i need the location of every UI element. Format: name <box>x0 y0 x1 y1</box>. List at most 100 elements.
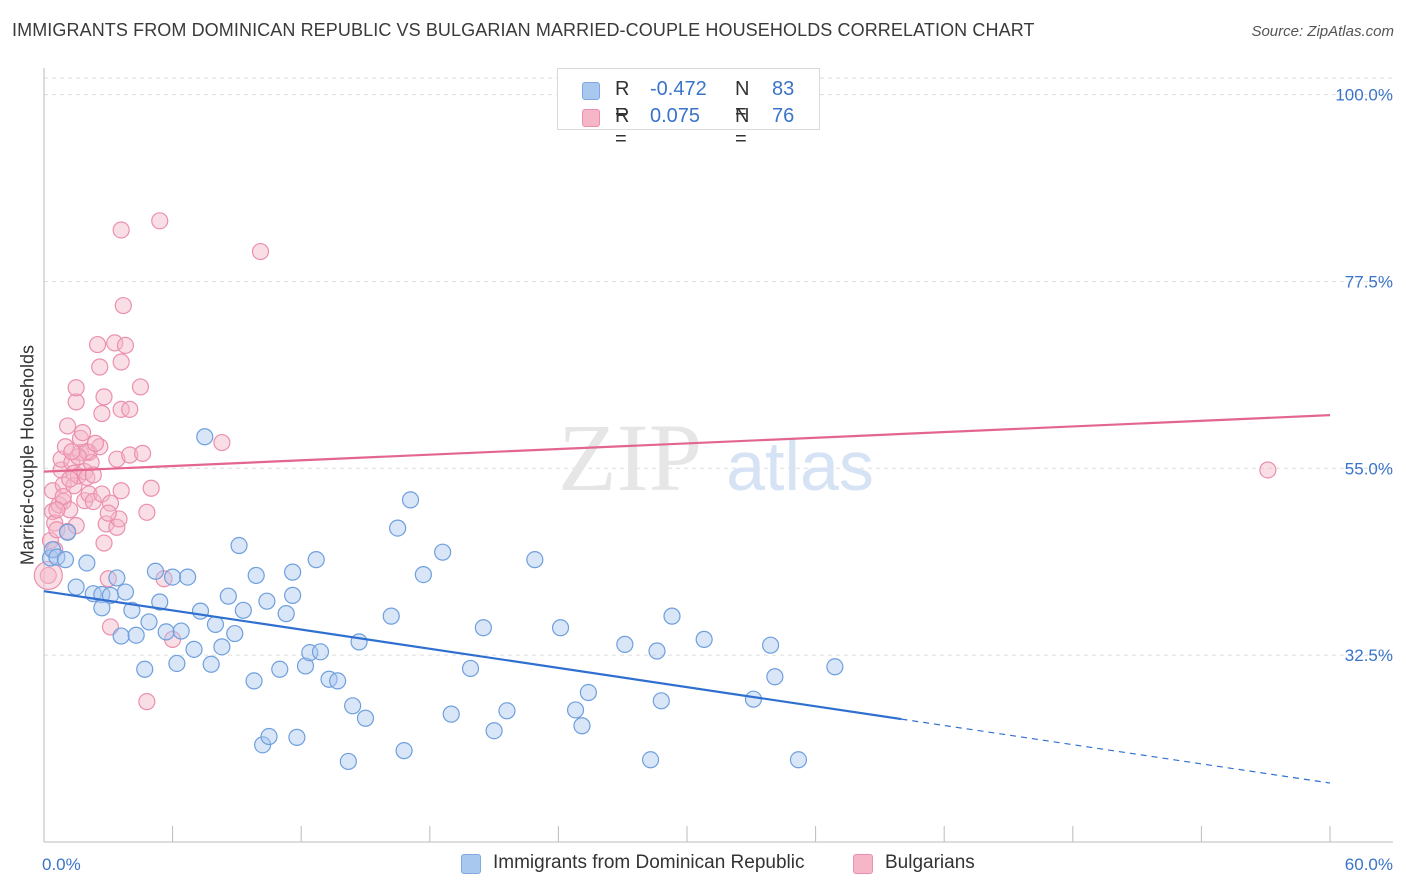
bulgarians-point <box>108 450 126 468</box>
bulgarians-point <box>48 501 66 519</box>
swatch-bulgarians <box>582 109 600 127</box>
bulgarians-point <box>63 443 81 461</box>
bulgarians-point <box>67 517 85 535</box>
dominican-point <box>761 636 780 654</box>
dominican-point <box>329 672 347 690</box>
bulgarians-point <box>138 693 156 711</box>
dominican-point <box>258 592 276 610</box>
dominican-point <box>414 565 432 584</box>
dominican-point <box>234 601 252 619</box>
dominican-point <box>339 752 357 771</box>
dominican-point <box>573 717 591 735</box>
legend-swatch-dominican <box>461 854 481 874</box>
bulgarians-point <box>95 534 113 552</box>
dominican-point <box>179 568 197 586</box>
y-tick-label: 77.5% <box>1345 272 1393 291</box>
dominican-point <box>56 551 75 569</box>
dominican-point <box>566 701 585 719</box>
x-tick-label-max: 60.0% <box>1345 855 1393 874</box>
dominican-point <box>789 751 808 769</box>
axes <box>43 68 1393 843</box>
dominican-point <box>526 551 544 569</box>
r-label: R = <box>615 78 630 123</box>
bulgarians-point <box>43 482 62 500</box>
tick-labels: 32.5% 55.0% 77.5% 100.0% 0.0% 60.0% <box>42 86 1393 874</box>
dominican-point <box>108 569 126 587</box>
dominican-point <box>146 562 165 580</box>
watermark-zip: ZIP <box>558 404 702 511</box>
bulgarians-point <box>46 514 64 532</box>
dominican-point <box>382 607 400 625</box>
bulgarians-point <box>97 515 115 533</box>
bulgarians-point <box>138 503 156 521</box>
dominican-point <box>271 660 289 678</box>
dominican-point <box>616 635 634 653</box>
dominican-point <box>172 622 190 640</box>
dominican-point <box>442 705 460 723</box>
dominican-point <box>307 551 325 569</box>
dominican-point <box>434 543 452 561</box>
dominican-point <box>78 554 96 572</box>
bulgarians-point <box>67 393 85 411</box>
n-label: N = <box>735 105 750 150</box>
bulgarians-point <box>251 242 270 261</box>
bulgarians-point <box>86 434 105 452</box>
swatch-dominican <box>582 82 600 100</box>
bulgarians-point-large <box>33 560 63 591</box>
bulgarians-point <box>1259 461 1277 479</box>
bulgarians-point <box>213 433 231 452</box>
dominican-point <box>164 568 182 586</box>
y-axis-label: Married-couple Households <box>17 344 38 566</box>
dominican-points <box>41 428 844 771</box>
n-value: 76 <box>772 105 795 127</box>
dominican-point <box>151 593 169 611</box>
dominican-point <box>136 660 154 678</box>
bulgarians-point <box>106 334 124 352</box>
legend-swatch-bulgarians <box>853 854 873 874</box>
dominican-trend-extension <box>901 718 1331 784</box>
bulgarians-point <box>112 482 130 500</box>
dominican-point <box>213 638 231 656</box>
dominican-point <box>140 613 158 631</box>
bulgarians-point <box>67 379 85 397</box>
dominican-point <box>219 587 237 605</box>
bulgarians-point <box>73 423 92 442</box>
r-value: 0.075 <box>650 105 701 127</box>
dominican-point <box>127 626 145 644</box>
bulgarians-point <box>116 336 135 354</box>
dominican-point <box>474 619 492 637</box>
dominican-point <box>191 602 210 620</box>
dominican-point <box>826 658 844 676</box>
trend-lines <box>43 414 1331 784</box>
bulgarians-point <box>48 521 66 539</box>
dominican-point <box>260 727 278 746</box>
dominican-point <box>648 642 666 660</box>
bulgarians-point <box>95 388 113 406</box>
bulgarians-point <box>93 485 111 503</box>
bulgarians-point <box>39 566 57 585</box>
bulgarians-trend-line <box>43 414 1331 473</box>
bulgarians-point <box>121 446 139 464</box>
series-legend: Immigrants from Dominican Republic Bulga… <box>0 851 1406 879</box>
dominican-point <box>277 605 295 623</box>
dominican-point <box>320 670 338 688</box>
stats-legend: R = -0.472 N = 83 R = 0.075 N = 76 <box>557 68 820 150</box>
grid-lines <box>44 77 1393 656</box>
dominican-point <box>202 655 220 673</box>
dominican-point <box>652 692 670 710</box>
bulgarians-point <box>142 479 160 497</box>
bulgarians-point <box>99 504 117 522</box>
n-value: 83 <box>772 78 795 100</box>
dominican-point <box>288 728 306 746</box>
bulgarians-point <box>112 221 130 239</box>
dominican-point <box>498 702 516 720</box>
y-tick-label: 100.0% <box>1335 86 1393 105</box>
dominican-point <box>663 607 681 625</box>
dominican-point <box>168 654 186 673</box>
dominican-point <box>485 722 503 740</box>
bulgarians-point <box>93 404 111 423</box>
dominican-point <box>245 672 263 690</box>
bulgarians-point <box>110 510 128 528</box>
bulgarians-point <box>133 444 152 462</box>
